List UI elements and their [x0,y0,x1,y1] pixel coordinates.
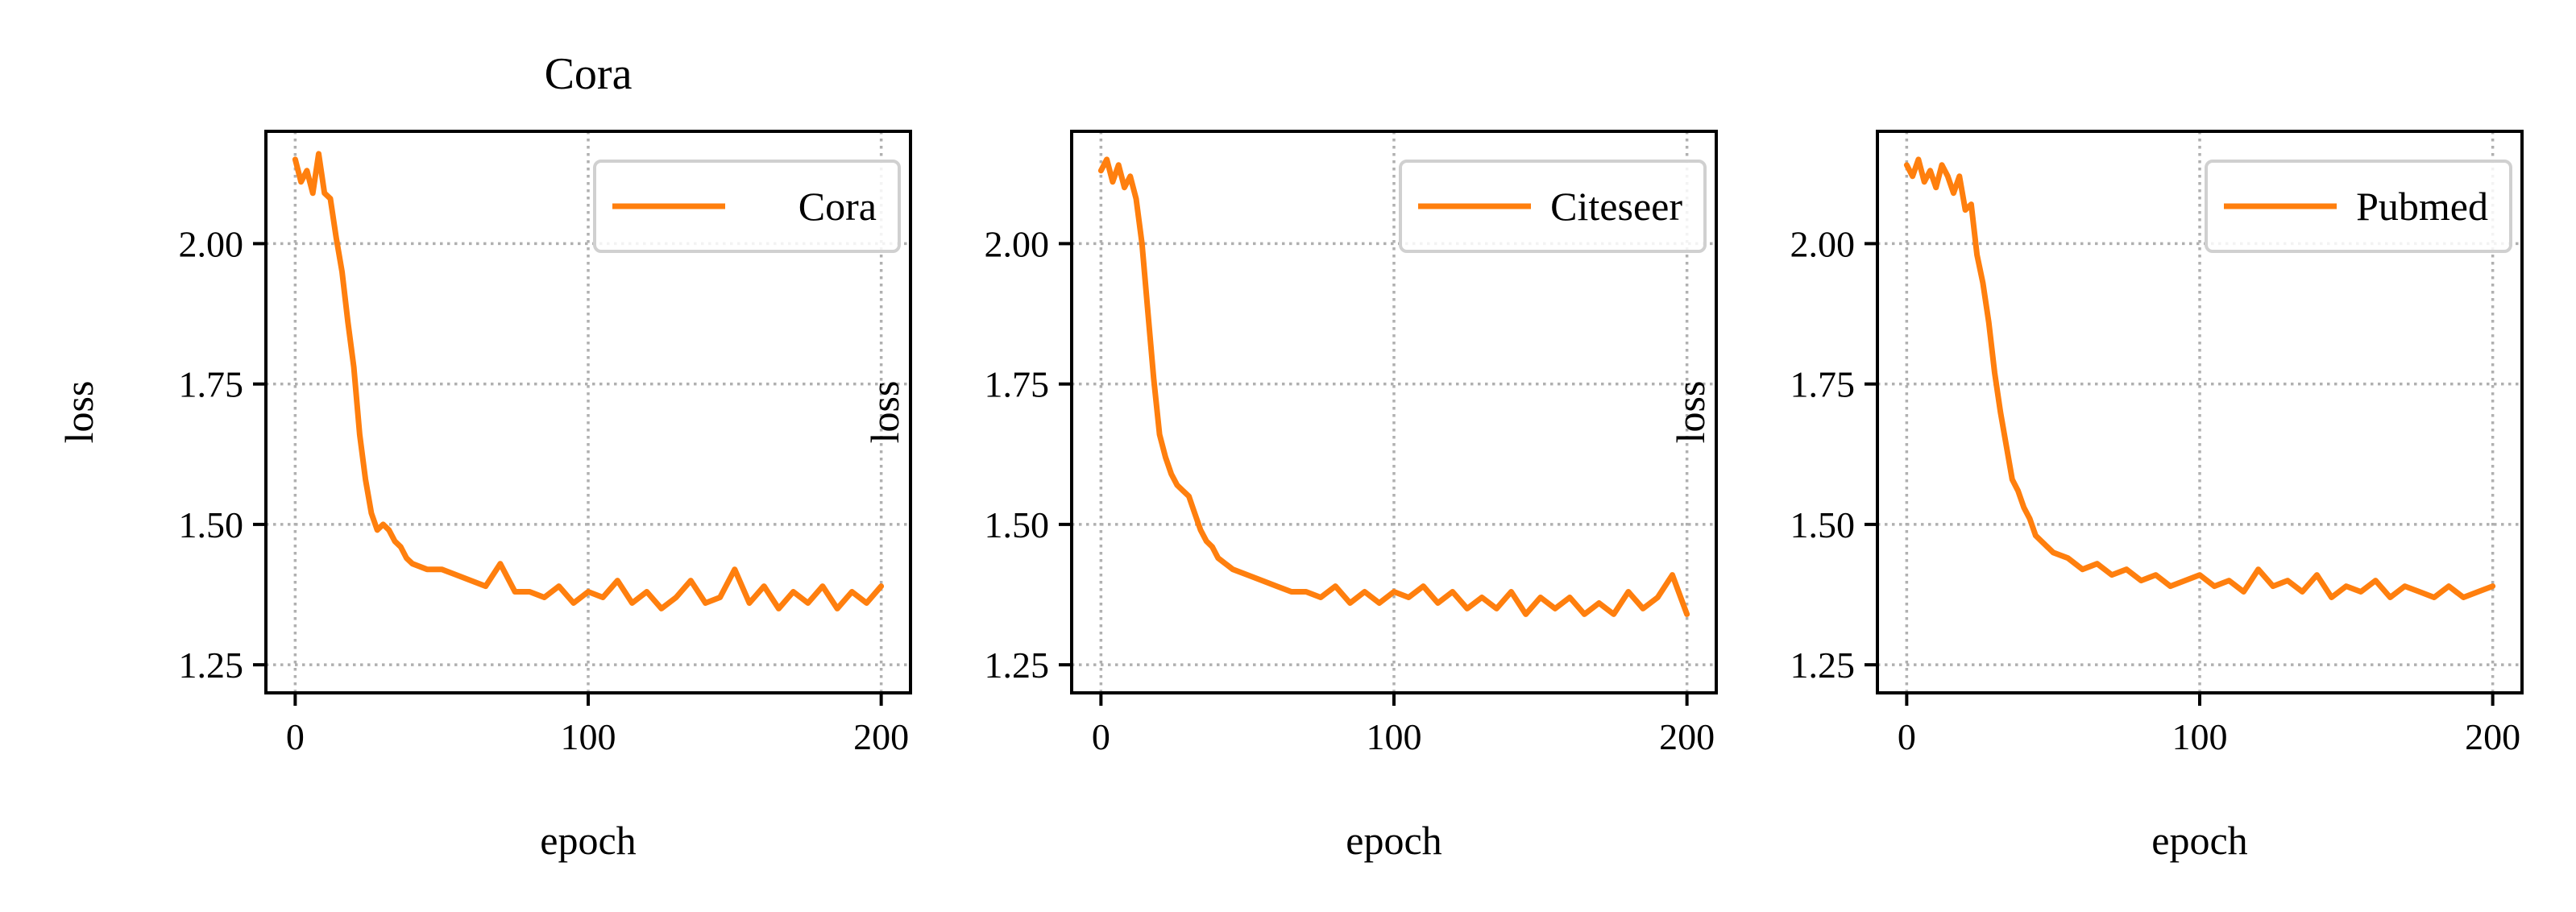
y-tick-label: 2.00 [1790,223,1856,264]
chart-panel-2: 0 100 200 1.25 1.50 1.75 2.00 epoch loss Citeseer [862,130,1718,863]
legend-box [2205,160,2512,253]
y-axis-label: loss [862,381,907,444]
y-tick-label: 1.25 [985,645,1050,686]
x-tick-label: 200 [853,716,909,757]
y-tick-label: 1.75 [179,364,244,405]
y-tick-label: 1.50 [1790,504,1856,545]
chart-title: Cora [545,49,633,99]
legend: Citeseer [1399,160,1707,253]
x-axis-label: epoch [1346,818,1441,863]
y-tick-label: 1.50 [985,504,1050,545]
series-line-pubmed [1903,156,2496,600]
x-axis-label: epoch [2151,818,2247,863]
y-tick-label: 2.00 [985,223,1050,264]
legend-label: Cora [799,184,877,229]
chart-panel-3: 0 100 200 1.25 1.50 1.75 2.00 epoch loss Pubmed [1668,130,2524,863]
y-tick-label: 2.00 [179,223,244,264]
legend-box [593,160,901,253]
y-tick-label: 1.25 [1790,645,1856,686]
x-tick-label: 100 [561,716,616,757]
y-tick-label: 1.50 [179,504,244,545]
legend-box [1399,160,1707,253]
y-axis-label: loss [1668,381,1713,444]
legend-label: Pubmed [2356,184,2488,229]
legend: Pubmed [2205,160,2512,253]
series-line-citeseer [1097,156,1690,617]
series-line-cora [292,151,885,611]
legend: Cora [593,160,901,253]
x-tick-label: 100 [1367,716,1422,757]
x-tick-label: 0 [1092,716,1110,757]
y-tick-label: 1.75 [1790,364,1856,405]
y-tick-label: 1.75 [985,364,1050,405]
x-tick-label: 100 [2172,716,2228,757]
x-tick-label: 200 [1659,716,1715,757]
x-axis-label: epoch [540,818,636,863]
x-tick-label: 0 [286,716,305,757]
y-axis-label: loss [56,381,102,444]
chart-panel-1: 0 100 200 1.25 1.50 1.75 2.00 epoch loss Cora Cora [56,49,912,863]
y-tick-label: 1.25 [179,645,244,686]
x-tick-label: 200 [2465,716,2520,757]
legend-label: Citeseer [1550,184,1682,229]
x-tick-label: 0 [1898,716,1916,757]
